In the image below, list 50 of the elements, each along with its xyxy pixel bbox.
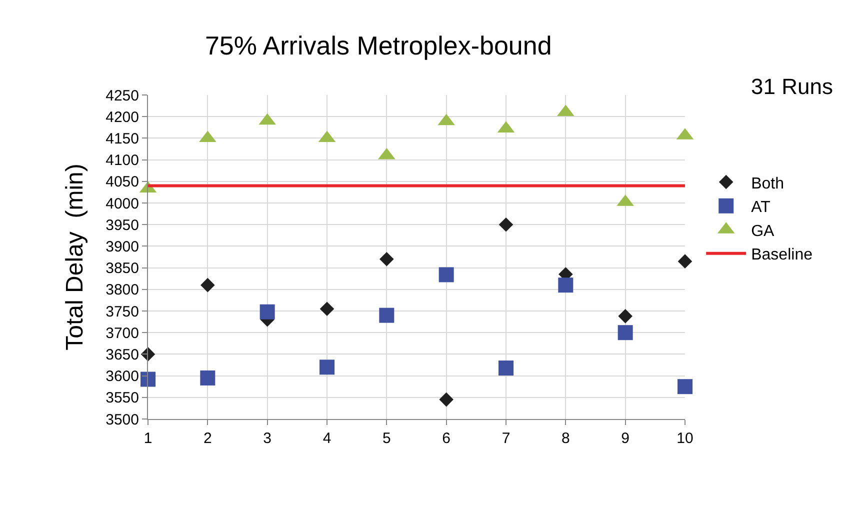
point — [498, 360, 514, 376]
y-tick-label: 3500 — [106, 411, 139, 428]
y-tick-label: 4250 — [106, 87, 139, 104]
point — [618, 325, 633, 340]
legend-label: GA — [751, 222, 775, 240]
legend-label: AT — [751, 199, 771, 216]
y-tick-label: 3550 — [106, 390, 139, 407]
y-tick-label: 3850 — [106, 260, 139, 278]
y-tick-label: 3700 — [106, 324, 139, 342]
x-tick-label: 2 — [204, 430, 212, 447]
y-tick-label: 4000 — [106, 195, 139, 212]
x-tick-label: 8 — [562, 430, 570, 447]
chart-title: 75% Arrivals Metroplex-bound — [204, 30, 552, 61]
point — [678, 379, 692, 394]
point — [379, 308, 394, 323]
x-tick-label: 1 — [144, 430, 152, 447]
point — [438, 267, 454, 282]
legend-label: Baseline — [751, 246, 813, 264]
point — [678, 254, 692, 268]
point — [320, 360, 334, 375]
y-tick-label: 4050 — [106, 174, 139, 191]
point — [260, 304, 275, 320]
y-tick-label: 4100 — [106, 152, 139, 170]
y-tick-label: 3800 — [106, 282, 139, 299]
point — [200, 370, 216, 386]
y-axis-title: Total Delay (min) — [62, 164, 89, 350]
x-tick-label: 10 — [676, 430, 694, 447]
point — [439, 392, 454, 407]
y-tick-label: 3750 — [106, 303, 139, 320]
y-tick-label: 3900 — [106, 238, 139, 256]
y-tick-label: 3600 — [106, 368, 139, 386]
x-tick-label: 5 — [382, 430, 391, 447]
y-tick-label: 3950 — [106, 216, 139, 234]
y-tick-label: 4150 — [106, 130, 139, 148]
point — [498, 217, 514, 232]
point — [200, 278, 215, 292]
y-tick-label: 4200 — [106, 108, 139, 126]
x-tick-label: 4 — [322, 430, 332, 447]
point — [380, 252, 394, 266]
x-tick-label: 3 — [263, 430, 272, 447]
point — [140, 372, 156, 387]
text: 31 Runs — [751, 74, 833, 99]
x-tick-label: 6 — [442, 430, 450, 447]
y-tick-label: 3650 — [106, 346, 139, 364]
x-tick-label: 7 — [502, 430, 510, 447]
point — [558, 278, 574, 293]
legend-label: Both — [751, 175, 784, 192]
point — [320, 302, 334, 316]
point — [618, 309, 632, 324]
x-tick-label: 9 — [621, 430, 630, 447]
